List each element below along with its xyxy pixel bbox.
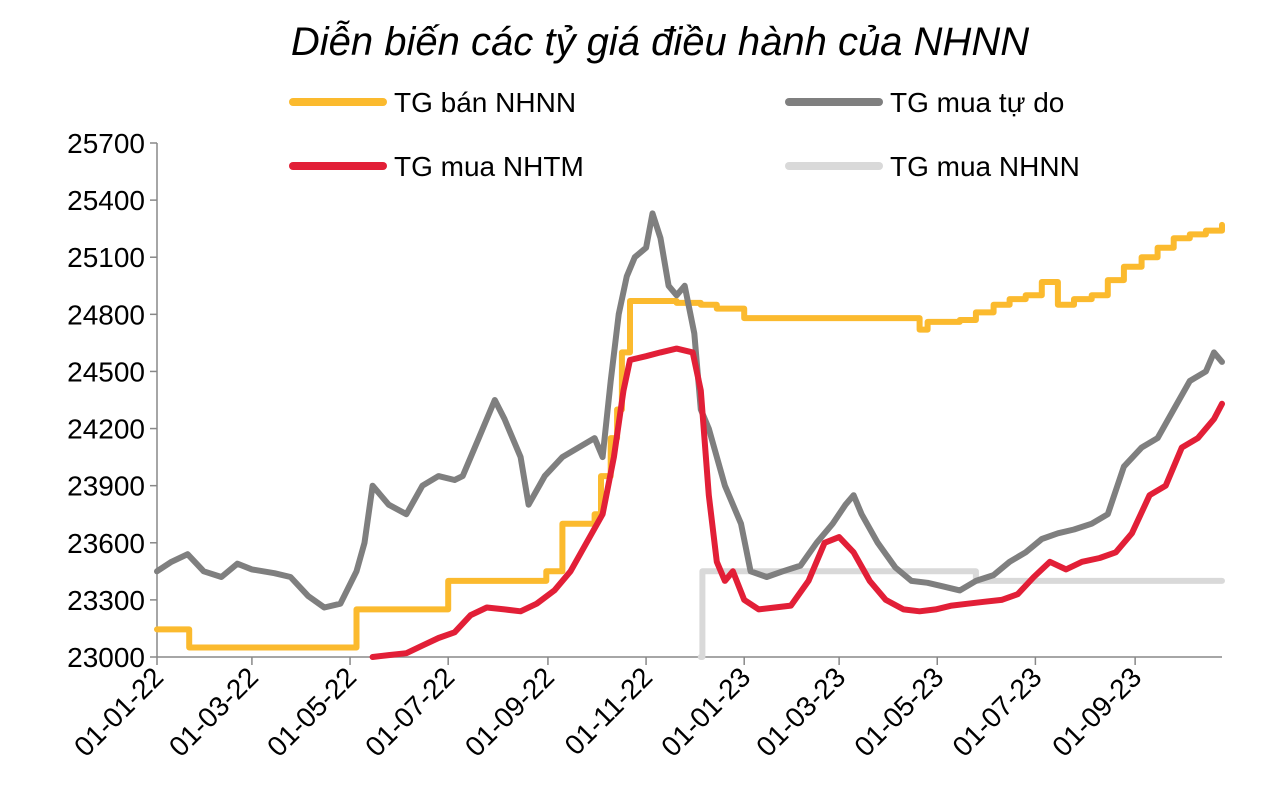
series-line-tg-ban-nhnn — [154, 221, 1225, 651]
x-tick-label: 01-09-22 — [459, 661, 560, 762]
series-line-tg-mua-nhtm — [369, 345, 1225, 660]
y-tick-label: 23900 — [67, 471, 145, 502]
x-tick-label: 01-05-22 — [261, 661, 362, 762]
series-line-tg-mua-tu-do — [154, 210, 1225, 611]
y-axis: 25700 25400 25100 24800 24500 24200 23900 23600… — [67, 128, 158, 673]
legend-label-tg-ban-nhnn: TG bán NHNN — [394, 87, 576, 118]
y-tick-label: 24200 — [67, 414, 145, 445]
legend-label-tg-mua-tu-do: TG mua tự do — [890, 87, 1064, 118]
y-tick-label: 25100 — [67, 242, 145, 273]
x-tick-label: 01-07-22 — [359, 661, 460, 762]
y-tick-label: 23600 — [67, 528, 145, 559]
x-tick-label: 01-05-23 — [848, 661, 949, 762]
y-tick-label: 25400 — [67, 185, 145, 216]
legend-label-tg-mua-nhtm: TG mua NHTM — [394, 151, 584, 182]
y-tick-label: 23300 — [67, 585, 145, 616]
chart-title: Diễn biến các tỷ giá điều hành của NHNN — [291, 19, 1029, 64]
y-tick-label: 24800 — [67, 299, 145, 330]
x-tick-label: 01-01-23 — [655, 661, 756, 762]
x-axis: 01-01-2201-03-2201-05-2201-07-2201-09-22… — [68, 656, 1222, 763]
series-line-tg-mua-nhnn — [697, 568, 1225, 660]
series-layer — [154, 210, 1225, 660]
x-tick-label: 01-09-23 — [1046, 661, 1147, 762]
x-tick-label: 01-01-22 — [68, 661, 169, 762]
legend: TG bán NHNN TG mua tự do TG mua NHTM TG … — [289, 87, 1080, 182]
y-tick-label: 23000 — [67, 642, 145, 673]
x-tick-label: 01-07-23 — [946, 661, 1047, 762]
legend-label-tg-mua-nhnn: TG mua NHNN — [890, 151, 1080, 182]
x-tick-label: 01-03-22 — [163, 661, 264, 762]
y-tick-label: 25700 — [67, 128, 145, 159]
x-tick-label: 01-03-23 — [750, 661, 851, 762]
y-tick-label: 24500 — [67, 356, 145, 387]
x-tick-label: 01-11-22 — [559, 661, 659, 761]
